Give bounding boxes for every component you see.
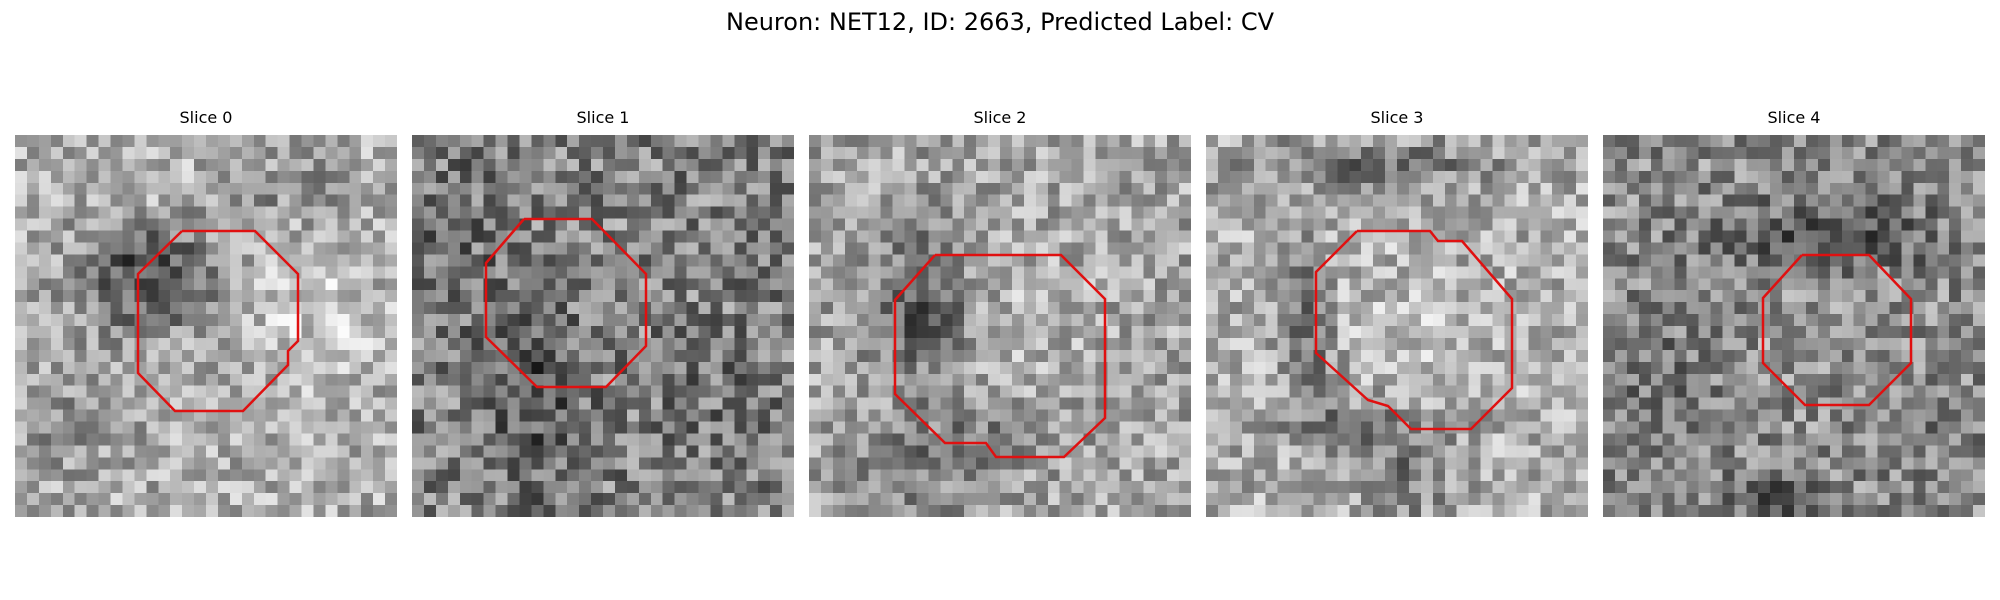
contour-line bbox=[484, 217, 648, 389]
figure-title: Neuron: NET12, ID: 2663, Predicted Label… bbox=[726, 8, 1274, 36]
slice-contour bbox=[484, 217, 648, 389]
slice-image bbox=[1603, 135, 1985, 517]
slice-image bbox=[809, 135, 1191, 517]
slice-title: Slice 4 bbox=[1767, 108, 1821, 127]
contour-line bbox=[1314, 229, 1514, 431]
slice-contour bbox=[1761, 253, 1913, 407]
contour-line bbox=[136, 229, 300, 413]
slice-title: Slice 3 bbox=[1370, 108, 1424, 127]
slice-contour bbox=[136, 229, 300, 413]
slice-image bbox=[15, 135, 397, 517]
slice-title: Slice 1 bbox=[576, 108, 630, 127]
slice-image bbox=[1206, 135, 1588, 517]
slice-contour bbox=[893, 253, 1107, 459]
contour-line bbox=[1761, 253, 1913, 407]
slice-title: Slice 2 bbox=[973, 108, 1027, 127]
contour-line bbox=[893, 253, 1107, 459]
slice-title: Slice 0 bbox=[179, 108, 233, 127]
slice-image bbox=[412, 135, 794, 517]
slice-contour bbox=[1314, 229, 1514, 431]
